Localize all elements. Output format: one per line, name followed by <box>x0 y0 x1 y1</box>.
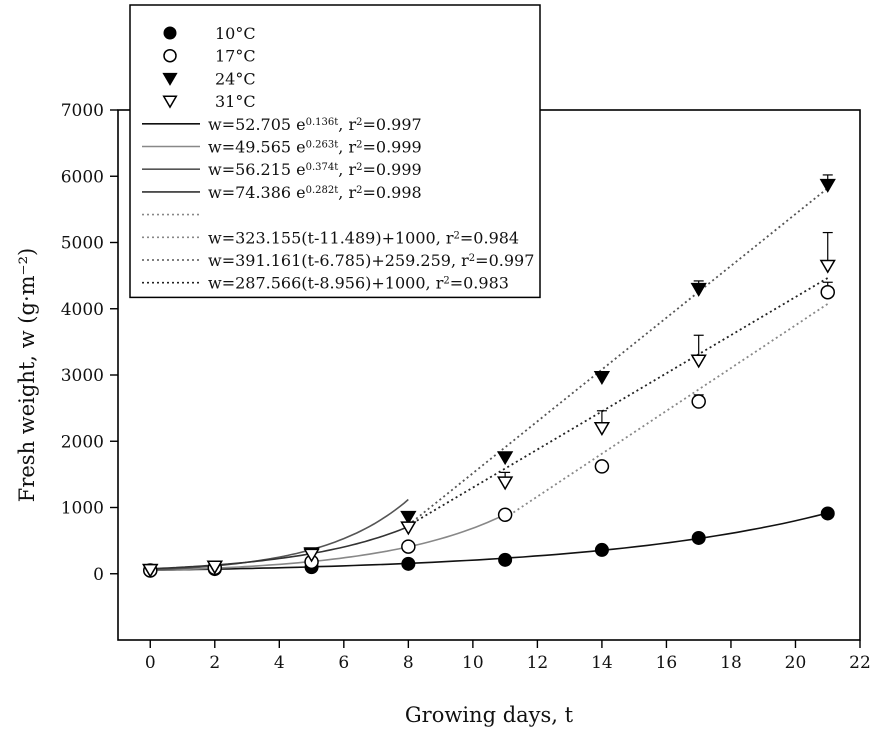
point-s3-2 <box>303 548 320 563</box>
y-tick-label: 7000 <box>61 101 104 121</box>
data-points <box>142 174 836 578</box>
point-s3-0 <box>142 563 159 578</box>
legend-box <box>129 4 541 299</box>
point-s2-6 <box>690 282 707 297</box>
point-s2-5 <box>593 371 611 385</box>
legend-fit-label: w=49.565 e0.263t, r2=0.999 <box>208 138 422 157</box>
legend-marker-0 <box>163 26 177 40</box>
y-axis-title: Fresh weight, w (g·m⁻²) <box>15 248 39 502</box>
legend-label: 17°C <box>215 47 256 66</box>
point-s2-4 <box>496 451 514 466</box>
x-axis-title: Growing days, t <box>405 703 574 727</box>
x-tick-label: 0 <box>145 653 156 673</box>
point-s3-6 <box>690 354 707 369</box>
y-tick-label: 2000 <box>61 432 104 452</box>
x-tick-label: 6 <box>338 653 349 673</box>
legend-marker-2 <box>162 72 178 86</box>
fit-line-3 <box>150 525 409 570</box>
point-s2-3 <box>400 510 417 525</box>
y-tick-label: 4000 <box>61 300 104 320</box>
fit-line-2 <box>150 498 409 571</box>
legend-marker-1 <box>163 48 177 63</box>
legend-label: 24°C <box>215 69 256 88</box>
x-tick-label: 16 <box>656 653 678 673</box>
x-tick-label: 10 <box>462 653 484 673</box>
axes: 0 2 4 6 8 10 12 14 16 18 20 22 0 1000 2000 3000 4000 5000… <box>61 101 871 673</box>
point-s1-6 <box>691 394 706 409</box>
legend-fit-label: w=52.705 e0.136t, r2=0.997 <box>208 115 422 134</box>
legend-label: 31°C <box>215 92 256 111</box>
fit-line-5 <box>504 303 829 519</box>
legend-fit-label: w=323.155(t-11.489)+1000, r2=0.984 <box>208 228 519 247</box>
point-s3-4 <box>496 476 514 491</box>
point-s3-5 <box>593 422 611 436</box>
fit-line-1 <box>150 513 506 572</box>
y-tick-label: 6000 <box>61 167 104 187</box>
x-tick-label: 4 <box>274 653 285 673</box>
x-tick-label: 22 <box>849 653 871 673</box>
y-tick-label: 3000 <box>61 366 104 386</box>
x-tick-label: 18 <box>720 653 742 673</box>
x-tick-label: 2 <box>209 653 220 673</box>
legend-marker-3 <box>162 95 178 109</box>
point-s3-7 <box>819 259 836 274</box>
point-s1-3 <box>401 539 416 554</box>
point-s0-7 <box>820 506 835 521</box>
legend-fit-label: w=56.215 e0.374t, r2=0.999 <box>208 160 422 179</box>
x-tick-label: 14 <box>591 653 613 673</box>
point-s1-5 <box>594 459 610 474</box>
legend-label: 10°C <box>215 24 256 43</box>
legend-fit-label: w=287.566(t-8.956)+1000, r2=0.983 <box>208 274 509 293</box>
legend: 10°C 17°C 24°C 31°C w=52.705 e0.136t, r2=0.9… <box>129 4 541 299</box>
legend-fit-label: w=74.386 e0.282t, r2=0.998 <box>208 183 422 202</box>
x-tick-label: 12 <box>527 653 549 673</box>
y-tick-label: 1000 <box>61 499 104 519</box>
point-s2-7 <box>819 178 836 193</box>
fit-line-0 <box>150 512 828 572</box>
x-tick-label: 8 <box>403 653 414 673</box>
point-s0-4 <box>498 552 513 567</box>
point-s1-7 <box>820 284 835 300</box>
legend-fit-label: w=391.161(t-6.785)+259.259, r2=0.997 <box>208 251 534 270</box>
x-tick-label: 20 <box>785 653 807 673</box>
fit-line-7 <box>407 277 829 527</box>
point-s0-5 <box>594 542 609 557</box>
y-tick-label: 0 <box>93 565 104 585</box>
point-s0-6 <box>691 530 706 545</box>
point-s3-3 <box>400 521 417 536</box>
y-tick-label: 5000 <box>61 234 104 254</box>
point-s1-4 <box>497 507 513 523</box>
point-s3-1 <box>206 560 223 575</box>
point-s0-3 <box>401 556 416 571</box>
